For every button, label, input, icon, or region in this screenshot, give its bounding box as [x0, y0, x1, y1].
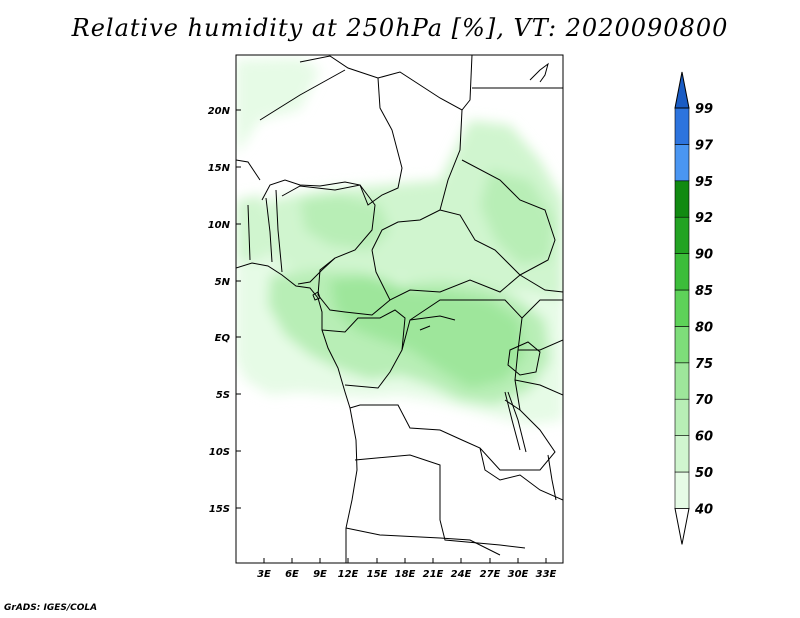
- lon-label-21E: 21E: [423, 569, 444, 580]
- colorbar-label-70: 70: [695, 393, 713, 408]
- lon-label-12E: 12E: [338, 569, 359, 580]
- mali-niger-border: [261, 55, 403, 206]
- map-panel: [236, 55, 563, 563]
- congo-river: [409, 315, 456, 331]
- lat-label-EQ: EQ: [215, 333, 231, 344]
- colorbar-segment-90-92: [674, 216, 690, 254]
- humidity-region-core: [330, 276, 525, 388]
- humidity-region-east: [480, 170, 555, 265]
- namibia-border: [345, 527, 501, 556]
- cameroon-border: [317, 257, 391, 316]
- colorbar-label-60: 60: [695, 430, 713, 445]
- lat-label-5N: 5N: [215, 277, 231, 288]
- country-borders: [236, 55, 563, 563]
- congo-border: [321, 309, 406, 389]
- lon-label-33E: 33E: [536, 569, 557, 580]
- colorbar-segment-60-70: [674, 398, 690, 436]
- nigeria-border: [281, 184, 376, 285]
- colorbar-label-99: 99: [695, 102, 713, 117]
- colorbar-segment-70-75: [674, 362, 690, 400]
- colorbar-label-97: 97: [695, 138, 714, 153]
- lat-label-5S: 5S: [216, 390, 230, 401]
- colorbar-segment-85-90: [674, 253, 690, 291]
- lat-label-15N: 15N: [208, 163, 231, 174]
- lat-tick-marks: [236, 109, 241, 509]
- lon-label-27E: 27E: [480, 569, 501, 580]
- lon-tick-marks: [263, 558, 547, 563]
- bioko-island: [312, 291, 321, 301]
- drc-border: [349, 299, 556, 471]
- algeria-border: [259, 69, 346, 121]
- chad-border: [371, 109, 463, 251]
- colorbar-segment-92-95: [674, 180, 690, 218]
- lon-label-30E: 30E: [508, 569, 529, 580]
- colorbar-label-85: 85: [695, 284, 713, 299]
- colorbar-segment-50-60: [674, 435, 690, 473]
- lon-label-9E: 9E: [313, 569, 327, 580]
- colorbar-segment-80-85: [674, 289, 690, 327]
- colorbar-segment-97-99: [674, 107, 690, 145]
- latitude-axis: 20N 15N 10N 5N EQ 5S 10S 15S: [208, 106, 241, 515]
- coastline: [236, 262, 358, 563]
- colorbar-segment-95-97: [674, 144, 690, 182]
- lon-label-18E: 18E: [395, 569, 416, 580]
- libya-border: [377, 55, 473, 111]
- lon-label-15E: 15E: [367, 569, 388, 580]
- lat-label-10S: 10S: [209, 447, 230, 458]
- colorbar-label-92: 92: [695, 211, 713, 226]
- colorbar-segment-75-80: [674, 326, 690, 364]
- lon-label-24E: 24E: [451, 569, 472, 580]
- humidity-region-gulf: [236, 195, 275, 262]
- colorbar-segment-above-99: [674, 71, 690, 109]
- benin-togo-border: [247, 189, 283, 273]
- lon-label-3E: 3E: [257, 569, 271, 580]
- east-africa-border: [504, 299, 563, 411]
- colorbar-label-95: 95: [695, 175, 713, 190]
- colorbar-label-75: 75: [695, 357, 713, 372]
- car-border: [371, 209, 521, 301]
- mauritania-border: [236, 159, 261, 181]
- colorbar-label-90: 90: [695, 248, 713, 263]
- colorbar-label-50: 50: [695, 466, 713, 481]
- grads-credit: GrADS: IGES/COLA: [4, 603, 98, 613]
- zambia-border: [479, 447, 563, 501]
- sinai-coast: [529, 62, 549, 83]
- humidity-region-cameroon: [300, 195, 390, 250]
- angola-border: [354, 454, 526, 549]
- colorbar-label-40: 40: [694, 502, 713, 517]
- longitude-axis: 3E 6E 9E 12E 15E 18E 21E 24E 27E 30E 33E: [257, 558, 557, 580]
- lake-tanganyika: [504, 391, 527, 453]
- lake-malawi: [547, 454, 557, 501]
- lat-label-10N: 10N: [208, 220, 231, 231]
- lat-label-15S: 15S: [209, 504, 230, 515]
- lat-label-20N: 20N: [208, 106, 231, 117]
- chart-title: Relative humidity at 250hPa [%], VT: 202…: [71, 14, 729, 42]
- colorbar-segment-40-50: [674, 471, 690, 509]
- lake-victoria: [507, 341, 541, 376]
- colorbar: 40 50 60 70 75 80 85 90 92 95 97 99: [674, 71, 714, 545]
- humidity-region-sahel: [265, 120, 563, 300]
- colorbar-label-80: 80: [695, 320, 713, 335]
- colorbar-segment-below-40: [674, 507, 690, 545]
- humidity-region-north: [236, 58, 320, 150]
- sudan-border: [461, 159, 563, 293]
- map-frame: [235, 54, 564, 564]
- lon-label-6E: 6E: [285, 569, 299, 580]
- humidity-shading: [236, 58, 563, 425]
